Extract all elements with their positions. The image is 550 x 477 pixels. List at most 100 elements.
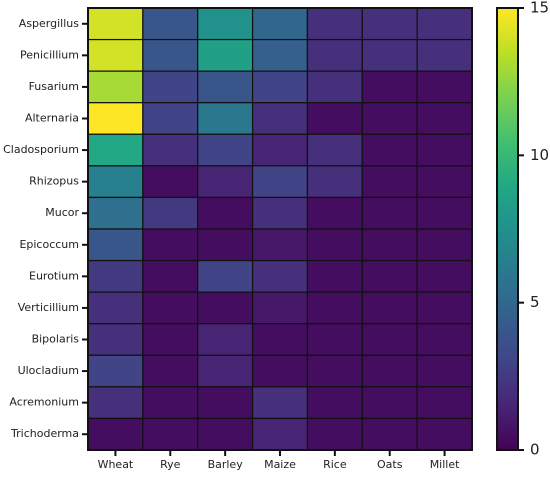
heatmap-cell	[306, 228, 363, 262]
heatmap-cell	[142, 7, 199, 41]
y-tick-label: Mucor	[45, 206, 79, 219]
heatmap-cell	[197, 196, 254, 230]
heatmap-cell	[142, 323, 199, 356]
heatmap-cell	[142, 196, 199, 230]
x-tick-label: Rice	[323, 458, 347, 471]
heatmap-cell	[361, 133, 418, 167]
heatmap-cell	[197, 133, 254, 167]
heatmap-cell	[197, 102, 254, 135]
heatmap-cell	[87, 259, 144, 293]
heatmap-cell	[251, 196, 309, 230]
heatmap-cell	[197, 38, 254, 72]
heatmap-cell	[197, 354, 254, 388]
y-tick-label: Bipolaris	[32, 333, 80, 346]
heatmap-cell	[416, 386, 473, 420]
heatmap-cell	[197, 291, 254, 325]
heatmap-cell	[142, 259, 199, 293]
heatmap-cell	[87, 133, 144, 167]
heatmap-cell	[197, 386, 254, 420]
heatmap-cell	[142, 38, 199, 72]
heatmap-cell	[251, 417, 309, 451]
heatmap-cell	[306, 323, 363, 356]
x-tick-label: Rye	[160, 458, 181, 471]
heatmap-cell	[142, 386, 199, 420]
x-tick-label: Barley	[208, 458, 244, 471]
heatmap-cell	[87, 70, 144, 104]
heatmap-cell	[251, 70, 309, 104]
x-tick-label: Oats	[377, 458, 403, 471]
heatmap-cell	[251, 102, 309, 135]
heatmap-cell	[142, 354, 199, 388]
heatmap-cell	[142, 417, 199, 451]
heatmap-cell	[306, 386, 363, 420]
heatmap-cell	[251, 323, 309, 356]
heatmap-cell	[361, 38, 418, 72]
heatmap-cell	[361, 165, 418, 199]
heatmap-cell	[251, 354, 309, 388]
heatmap-cell	[306, 196, 363, 230]
heatmap-cell	[306, 70, 363, 104]
heatmap-cell	[361, 70, 418, 104]
y-tick-label: Fusarium	[29, 80, 79, 93]
heatmap-cell	[416, 196, 473, 230]
heatmap-cell	[361, 196, 418, 230]
heatmap-cell	[142, 165, 199, 199]
colorbar-tick-label: 5	[530, 293, 540, 311]
heatmap-cell	[361, 386, 418, 420]
heatmap-cell	[251, 228, 309, 262]
colorbar	[496, 7, 519, 451]
heatmap-cell	[87, 196, 144, 230]
heatmap-cell	[197, 323, 254, 356]
y-tick-label: Penicillium	[20, 48, 79, 61]
y-tick-label: Verticillium	[18, 301, 79, 314]
heatmap-cell	[197, 259, 254, 293]
colorbar-tick-label: 0	[530, 441, 540, 459]
heatmap-cell	[87, 354, 144, 388]
x-tick-label: Maize	[264, 458, 296, 471]
y-tick-label: Aspergillus	[19, 17, 79, 30]
y-tick-label: Ulocladium	[18, 364, 79, 377]
heatmap-cell	[416, 323, 473, 356]
heatmap-cell	[87, 291, 144, 325]
heatmap-cell	[416, 133, 473, 167]
heatmap-cell	[361, 291, 418, 325]
heatmap-cell	[142, 133, 199, 167]
heatmap-cell	[306, 417, 363, 451]
heatmap-cell	[306, 102, 363, 135]
heatmap-cell	[251, 7, 309, 41]
heatmap-cell	[87, 323, 144, 356]
heatmap-cell	[142, 102, 199, 135]
heatmap-cell	[306, 354, 363, 388]
heatmap-cell	[416, 228, 473, 262]
heatmap-cell	[306, 291, 363, 325]
heatmap-cell	[142, 70, 199, 104]
heatmap-cell	[251, 165, 309, 199]
heatmap-cell	[87, 7, 144, 41]
y-tick-label: Rhizopus	[29, 175, 79, 188]
heatmap-cell	[361, 354, 418, 388]
heatmap-cell	[251, 259, 309, 293]
heatmap-cell	[416, 259, 473, 293]
heatmap-cell	[416, 70, 473, 104]
colorbar-tick-label: 15	[530, 0, 549, 17]
heatmap-cell	[416, 354, 473, 388]
heatmap-cell	[197, 70, 254, 104]
y-tick-label: Alternaria	[25, 112, 79, 125]
heatmap-cell	[142, 291, 199, 325]
heatmap-cell	[361, 259, 418, 293]
heatmap-cell	[416, 102, 473, 135]
y-tick-label: Eurotium	[29, 269, 79, 282]
heatmap-cell	[416, 7, 473, 41]
heatmap-cell	[142, 228, 199, 262]
heatmap-cell	[197, 7, 254, 41]
heatmap-cell	[87, 228, 144, 262]
heatmap-cell	[87, 386, 144, 420]
heatmap-cell	[197, 228, 254, 262]
heatmap-cell	[416, 38, 473, 72]
heatmap-cell	[251, 133, 309, 167]
y-tick-label: Epicoccum	[19, 238, 79, 251]
colorbar-tick-label: 10	[530, 146, 549, 164]
x-tick-label: Wheat	[98, 458, 134, 471]
heatmap-cell	[416, 417, 473, 451]
